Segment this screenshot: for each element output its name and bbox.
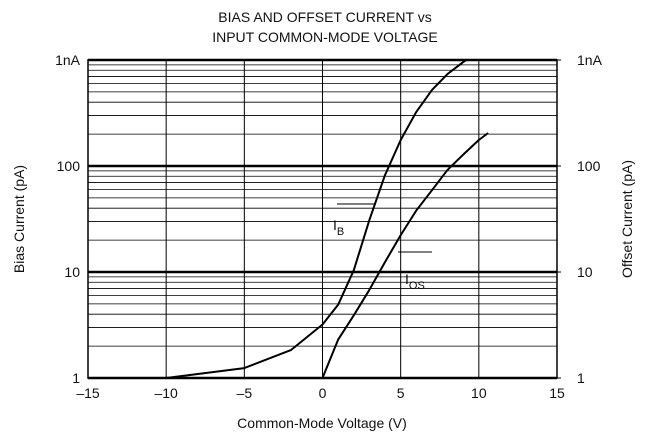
plot-area [87, 58, 558, 380]
x-tick-label: –15 [76, 385, 100, 401]
y2-tick-label: 100 [577, 158, 601, 174]
x-tick-label: 5 [397, 385, 405, 401]
annotation: IOS [405, 271, 425, 292]
x-tick-label: 15 [549, 385, 565, 401]
x-tick-label: 10 [471, 385, 487, 401]
x-tick-label: –5 [237, 385, 253, 401]
series-line [166, 59, 467, 379]
y2-tick-label: 1nA [577, 52, 603, 68]
x-axis-label: Common-Mode Voltage (V) [237, 415, 407, 431]
y2-tick-label: 10 [577, 264, 593, 280]
y-axis-label: Bias Current (pA) [11, 165, 27, 273]
y2-axis-label: Offset Current (pA) [619, 160, 635, 278]
x-tick-label: –10 [154, 385, 178, 401]
chart-title: BIAS AND OFFSET CURRENT vs [218, 9, 431, 25]
y-tick-label: 100 [57, 158, 81, 174]
annotation: IB [333, 217, 344, 238]
y2-tick-label: 1 [577, 370, 585, 386]
y-tick-label: 1nA [55, 52, 81, 68]
chart-title: INPUT COMMON-MODE VOLTAGE [212, 29, 438, 45]
y-tick-label: 1 [72, 370, 80, 386]
x-tick-label: 0 [319, 385, 327, 401]
y-tick-label: 10 [64, 264, 80, 280]
series-line [321, 132, 489, 379]
